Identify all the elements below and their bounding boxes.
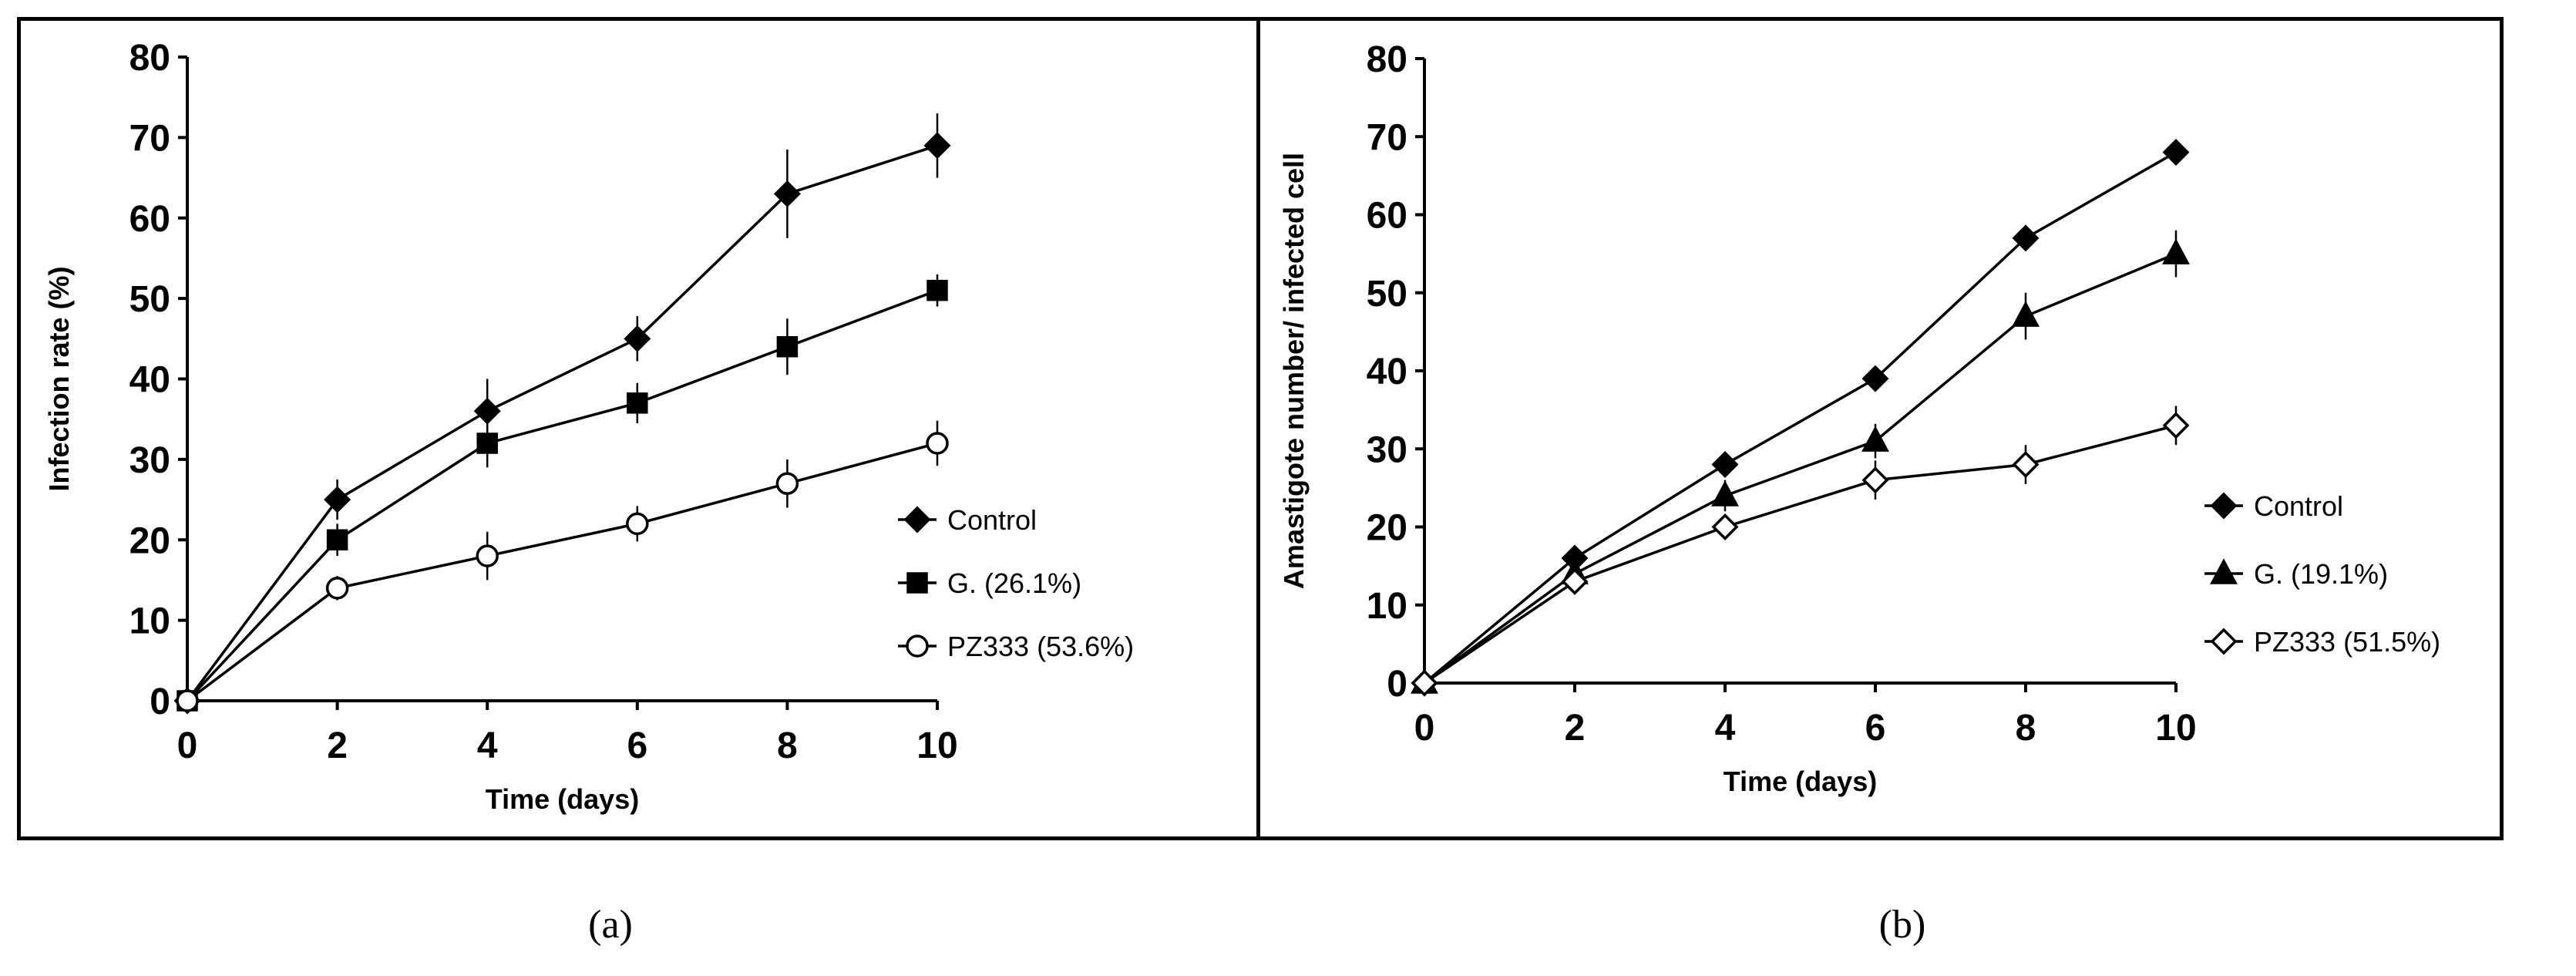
data-point-b-2-2 bbox=[1711, 513, 1739, 540]
legend-label-b-2: PZ333 (51.5%) bbox=[2254, 626, 2440, 658]
series-a-1 bbox=[177, 274, 948, 712]
x-tick-label-b-0: 0 bbox=[1414, 708, 1435, 749]
y-tick-label-a-4: 40 bbox=[129, 360, 170, 401]
data-point-a-0-4 bbox=[773, 180, 801, 207]
y-tick-label-b-8: 80 bbox=[1367, 39, 1407, 80]
caption-a: (a) bbox=[588, 903, 633, 947]
x-tick-label-a-4: 8 bbox=[777, 725, 798, 766]
series-line-b-1 bbox=[1423, 252, 2177, 685]
y-tick-label-b-1: 10 bbox=[1367, 586, 1407, 627]
series-line-b-2 bbox=[1424, 424, 2177, 685]
legend-marker-a-2 bbox=[906, 634, 929, 658]
data-point-a-0-1 bbox=[324, 486, 351, 513]
data-point-b-2-1 bbox=[1561, 567, 1589, 595]
chart-a-svg: 0 10 20 30 40 50 60 70 80 0 2 4 6 8 10 Time (days) Infec… bbox=[43, 38, 1134, 815]
data-point-a-2-1 bbox=[325, 577, 349, 600]
series-b-1 bbox=[1411, 230, 2190, 694]
y-tick-label-b-7: 70 bbox=[1367, 117, 1407, 158]
y-tick-label-a-6: 60 bbox=[129, 199, 170, 240]
y-axis-title-b: Amastigote number/ infected cell bbox=[1278, 153, 1310, 589]
y-tick-label-b-6: 60 bbox=[1367, 196, 1407, 237]
data-point-b-1-4 bbox=[2012, 301, 2040, 327]
legend-item-b-0: Control bbox=[2204, 490, 2343, 522]
y-axis-title-a: Infection rate (%) bbox=[43, 266, 75, 491]
legend-marker-a-0 bbox=[903, 506, 931, 533]
data-point-b-2-5 bbox=[2162, 412, 2190, 439]
data-point-b-0-3 bbox=[1861, 365, 1889, 392]
x-axis-title-a: Time (days) bbox=[486, 783, 639, 815]
data-point-a-0-3 bbox=[624, 325, 651, 352]
data-point-a-2-5 bbox=[926, 432, 949, 455]
data-point-b-2-4 bbox=[2012, 451, 2040, 478]
y-tick-label-a-2: 20 bbox=[129, 520, 170, 561]
data-point-a-2-2 bbox=[476, 544, 499, 567]
data-point-b-1-5 bbox=[2162, 238, 2190, 264]
legend-marker-a-1 bbox=[906, 572, 928, 594]
data-point-a-2-4 bbox=[775, 472, 799, 495]
x-tick-label-b-3: 6 bbox=[1865, 708, 1886, 749]
y-tick-label-a-8: 80 bbox=[129, 38, 170, 79]
x-axis-title-b: Time (days) bbox=[1723, 766, 1877, 797]
x-tick-label-a-5: 10 bbox=[916, 725, 957, 766]
data-point-a-1-5 bbox=[926, 279, 948, 301]
legend-label-a-2: PZ333 (53.6%) bbox=[947, 631, 1134, 662]
series-a-2 bbox=[176, 420, 949, 712]
legend-item-b-2: PZ333 (51.5%) bbox=[2204, 626, 2440, 658]
series-line-a-1 bbox=[186, 289, 938, 702]
legend-label-a-1: G. (26.1%) bbox=[947, 567, 1081, 599]
legend-label-b-0: Control bbox=[2254, 490, 2343, 522]
x-tick-label-b-5: 10 bbox=[2155, 708, 2196, 749]
series-line-a-2 bbox=[186, 442, 938, 702]
y-tick-label-a-3: 30 bbox=[129, 440, 170, 481]
data-point-b-0-5 bbox=[2162, 139, 2190, 166]
data-point-b-1-2 bbox=[1711, 480, 1739, 507]
series-line-a-0 bbox=[186, 144, 938, 702]
data-point-b-2-3 bbox=[1861, 466, 1889, 494]
series-b-2 bbox=[1411, 406, 2190, 697]
x-tick-label-b-2: 4 bbox=[1715, 708, 1736, 749]
legend-marker-b-1 bbox=[2210, 558, 2238, 584]
legend-item-b-1: G. (19.1%) bbox=[2204, 558, 2388, 590]
data-point-a-0-5 bbox=[923, 132, 951, 160]
y-tick-label-b-2: 20 bbox=[1367, 508, 1407, 549]
y-tick-label-a-5: 50 bbox=[129, 279, 170, 320]
x-tick-label-b-1: 2 bbox=[1565, 708, 1586, 749]
chart-b-svg: 0 10 20 30 40 50 60 70 80 0 2 4 6 8 10 Time (days) Amast… bbox=[1278, 39, 2440, 797]
x-tick-label-b-4: 8 bbox=[2016, 708, 2036, 749]
series-line-b-0 bbox=[1423, 150, 2177, 685]
y-tick-label-b-3: 30 bbox=[1367, 429, 1407, 470]
legend-item-a-0: Control bbox=[898, 504, 1037, 536]
data-point-a-1-1 bbox=[326, 529, 348, 550]
y-tick-label-a-1: 10 bbox=[129, 601, 170, 642]
data-point-b-2-0 bbox=[1411, 669, 1438, 697]
data-point-a-1-3 bbox=[627, 392, 648, 414]
legend-marker-b-2 bbox=[2210, 628, 2238, 655]
legend-item-a-1: G. (26.1%) bbox=[898, 567, 1081, 599]
chart-panel-b: 0 10 20 30 40 50 60 70 80 0 2 4 6 8 10 Time (days) Amast… bbox=[1256, 17, 2504, 840]
data-point-a-2-0 bbox=[176, 689, 199, 712]
y-tick-label-a-0: 0 bbox=[150, 682, 170, 722]
x-tick-label-a-0: 0 bbox=[177, 725, 198, 766]
y-tick-label-a-7: 70 bbox=[129, 118, 170, 159]
x-tick-label-a-2: 4 bbox=[477, 725, 498, 766]
data-point-a-1-2 bbox=[476, 432, 498, 454]
chart-panel-a: 0 10 20 30 40 50 60 70 80 0 2 4 6 8 10 Time (days) Infec… bbox=[17, 17, 1264, 840]
y-tick-label-b-0: 0 bbox=[1387, 664, 1407, 705]
y-tick-label-b-5: 50 bbox=[1367, 274, 1407, 315]
data-point-a-1-4 bbox=[776, 336, 799, 358]
x-tick-label-a-3: 6 bbox=[627, 725, 647, 766]
data-point-b-0-2 bbox=[1711, 451, 1739, 478]
legend-item-a-2: PZ333 (53.6%) bbox=[898, 631, 1134, 662]
legend-label-a-0: Control bbox=[947, 504, 1037, 536]
legend-label-b-1: G. (19.1%) bbox=[2254, 558, 2388, 590]
data-point-b-1-3 bbox=[1861, 426, 1889, 452]
caption-b: (b) bbox=[1878, 903, 1926, 947]
data-point-a-2-3 bbox=[626, 512, 649, 536]
x-tick-label-a-1: 2 bbox=[327, 725, 348, 766]
y-tick-label-b-4: 40 bbox=[1367, 352, 1407, 392]
data-point-b-0-4 bbox=[2012, 224, 2040, 252]
legend-marker-b-0 bbox=[2210, 492, 2238, 520]
